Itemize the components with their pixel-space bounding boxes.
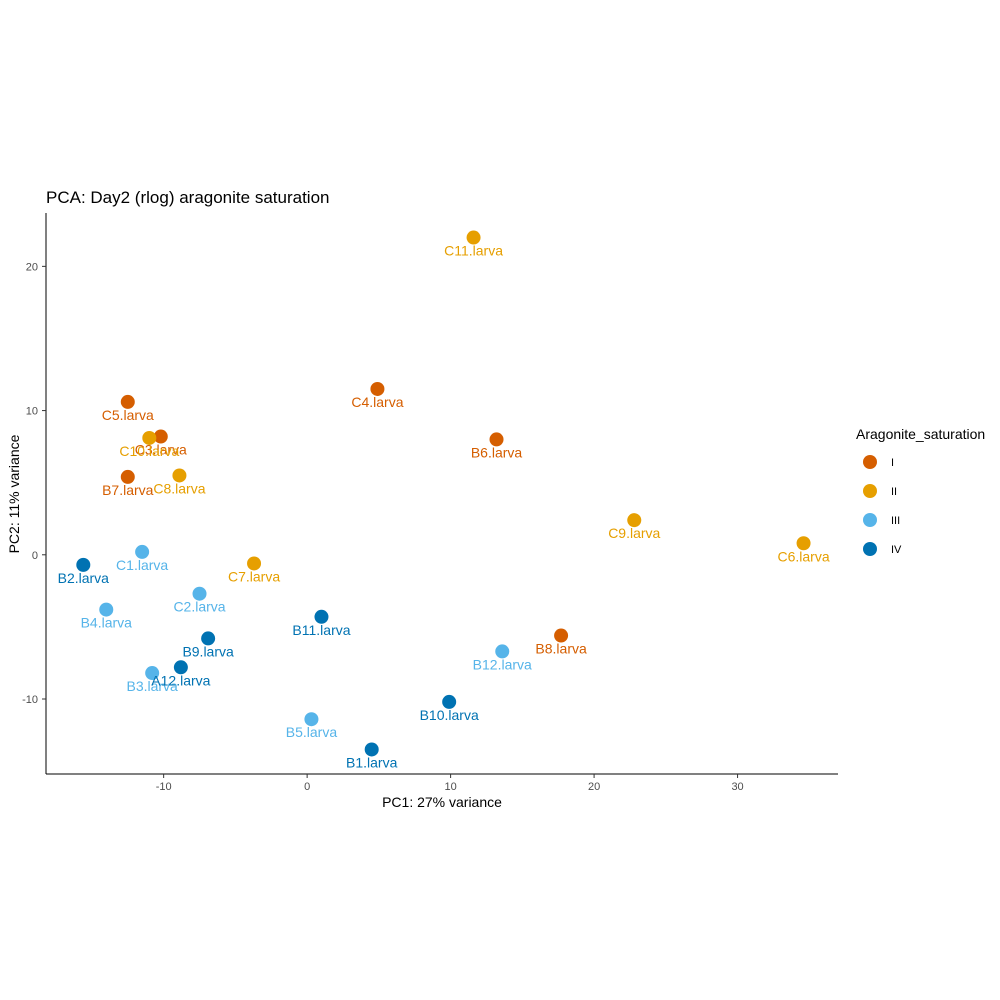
point-label: C8.larva — [153, 480, 205, 496]
scatter-point — [145, 666, 160, 681]
legend-label: IV — [891, 544, 902, 556]
scatter-point — [153, 429, 168, 444]
legend-key — [863, 484, 877, 498]
scatter-point — [247, 556, 262, 571]
x-ticks: -10 0 10 20 30 — [156, 774, 744, 793]
point-label: B8.larva — [535, 641, 587, 657]
y-tick-label: 20 — [26, 261, 38, 273]
point-label: B6.larva — [471, 444, 523, 460]
legend-label: II — [891, 486, 897, 498]
point-label: B5.larva — [286, 724, 338, 740]
point-label: B12.larva — [473, 656, 532, 672]
legend-key — [863, 455, 877, 469]
x-tick-label: 30 — [731, 781, 743, 793]
point-label: B11.larva — [292, 622, 350, 638]
scatter-point — [495, 644, 510, 659]
scatter-point — [442, 694, 457, 709]
scatter-point — [135, 544, 150, 559]
legend-label: I — [891, 457, 894, 469]
point-label: C4.larva — [351, 394, 403, 410]
y-ticks: -10 0 10 20 — [22, 261, 46, 706]
scatter-point — [796, 536, 811, 551]
legend-key — [863, 542, 877, 556]
x-tick-label: 20 — [588, 781, 600, 793]
legend-key — [863, 513, 877, 527]
point-label: B4.larva — [81, 615, 133, 631]
point-label: B3.larva — [126, 678, 178, 694]
point-label: B9.larva — [182, 643, 234, 659]
scatter-point — [172, 468, 187, 483]
scatter-point — [370, 381, 385, 396]
scatter-point — [173, 660, 188, 675]
scatter-point — [99, 602, 114, 617]
point-label: C10.larva — [119, 443, 179, 459]
x-tick-label: 0 — [304, 781, 310, 793]
scatter-point — [489, 432, 504, 447]
y-tick-label: 10 — [26, 406, 38, 418]
chart-title: PCA: Day2 (rlog) aragonite saturation — [46, 188, 329, 207]
point-label: B7.larva — [102, 482, 154, 498]
scatter-point — [314, 609, 329, 624]
scatter-point — [201, 631, 216, 646]
scatter-point — [120, 394, 135, 409]
point-label: B10.larva — [420, 707, 479, 723]
scatter-point — [627, 513, 642, 528]
point-label: C3.larva — [135, 442, 187, 458]
y-tick-label: 0 — [32, 550, 38, 562]
point-label: B1.larva — [346, 754, 398, 770]
point-label: C7.larva — [228, 568, 280, 584]
legend-label: III — [891, 515, 900, 527]
point-label: C6.larva — [777, 548, 829, 564]
scatter-point — [466, 230, 481, 245]
plot-area: -10 0 10 20 30 -10 0 10 20 C5.larva C3.larva C4.l… — [22, 213, 838, 793]
scatter-point — [192, 586, 207, 601]
point-label: C1.larva — [116, 557, 168, 573]
scatter-point — [364, 742, 379, 757]
point-label: C2.larva — [173, 599, 225, 615]
legend-title: Aragonite_saturation — [856, 426, 985, 442]
scatter-point — [76, 557, 91, 572]
scatter-point — [554, 628, 569, 643]
data-points — [76, 230, 811, 757]
point-label: C5.larva — [102, 407, 154, 423]
x-tick-label: 10 — [444, 781, 456, 793]
y-axis-title: PC2: 11% variance — [6, 434, 22, 553]
point-label: A12.larva — [151, 672, 210, 688]
point-label: B2.larva — [58, 570, 110, 586]
point-labels: C5.larva C3.larva C4.larva B6.larva B7.larva… — [58, 243, 830, 771]
y-tick-label: -10 — [22, 694, 38, 706]
scatter-point — [120, 469, 135, 484]
scatter-point — [142, 430, 157, 445]
x-axis-title: PC1: 27% variance — [382, 794, 502, 810]
point-label: C11.larva — [444, 243, 503, 259]
scatter-point — [304, 712, 319, 727]
point-label: C9.larva — [608, 525, 660, 541]
x-tick-label: -10 — [156, 781, 172, 793]
